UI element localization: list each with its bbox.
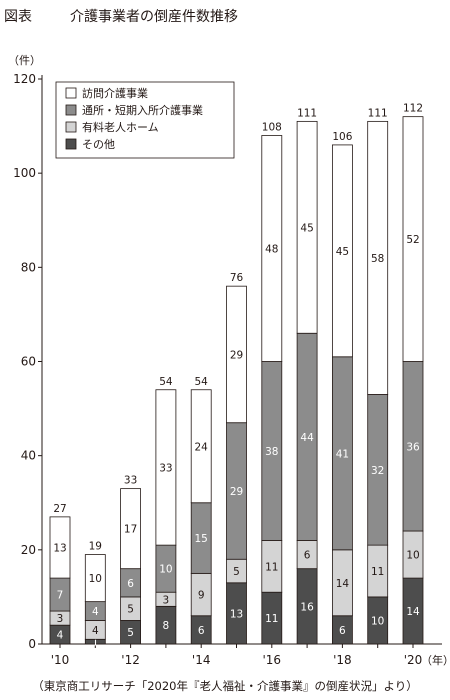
bar-segment-label: 13 — [230, 608, 243, 620]
legend-item-label: 有料老人ホーム — [82, 120, 159, 134]
bar-segment-label: 17 — [124, 524, 137, 536]
bar-segment — [84, 554, 106, 603]
legend-swatch — [65, 121, 77, 133]
bar-segment-label: 29 — [230, 349, 243, 361]
bar-total-label: 54 — [195, 376, 209, 388]
bar-segment-label: 6 — [339, 625, 346, 637]
bar-segment-label: 10 — [371, 615, 384, 627]
x-tick-label: '12 — [121, 653, 140, 667]
x-tick-label: '16 — [263, 653, 282, 667]
legend-swatch — [65, 138, 77, 150]
bar-segment-label: 15 — [195, 533, 208, 545]
bar-total-label: 111 — [368, 107, 388, 119]
x-tick-label: '20 — [404, 653, 423, 667]
bar-total-label: 27 — [53, 503, 66, 515]
bar-segment-label: 1 — [92, 637, 99, 649]
x-tick-label: '18 — [333, 653, 352, 667]
legend-item-label: 通所・短期入所介護事業 — [82, 103, 203, 117]
bar-segment — [261, 135, 283, 362]
y-tick-label: 60 — [21, 355, 36, 369]
bar-segment-label: 58 — [371, 253, 384, 265]
bar-segment-label: 29 — [230, 486, 243, 498]
bar-segment-label: 13 — [53, 542, 66, 554]
bar-segment-label: 3 — [57, 613, 64, 625]
bar-segment-label: 3 — [163, 594, 170, 606]
bars: 4371327144101955617338310335469152454135… — [49, 103, 424, 649]
bar-segment — [226, 285, 247, 424]
chart-title: 介護事業者の倒産件数推移 — [70, 9, 238, 25]
source-note: （東京商工リサーチ「2020年『老人福祉・介護事業』の倒産状況」より） — [32, 679, 418, 693]
legend-item-label: 訪問介護事業 — [82, 86, 148, 100]
bar-segment-label: 4 — [57, 630, 64, 642]
bar-segment-label: 44 — [300, 432, 314, 444]
figure-label: 図表 — [4, 9, 32, 25]
bar-segment-label: 5 — [127, 604, 134, 616]
bar-segment-label: 11 — [265, 561, 278, 573]
legend-box — [55, 81, 235, 159]
bar-segment — [49, 516, 71, 579]
y-axis-unit: （件） — [8, 54, 41, 67]
legend-item-label: その他 — [82, 138, 115, 151]
bar-segment-label: 5 — [233, 566, 240, 578]
legend-swatch — [65, 87, 77, 99]
bar-segment-label: 7 — [57, 590, 64, 602]
bar-segment — [331, 144, 353, 358]
bar-segment-label: 11 — [371, 566, 384, 578]
bar-segment-label: 41 — [336, 448, 349, 460]
y-tick-label: 80 — [21, 260, 36, 274]
bar-segment-label: 45 — [300, 222, 313, 234]
bar-segment-label: 16 — [300, 601, 314, 613]
bar-total-label: 33 — [124, 475, 137, 487]
bar-total-label: 54 — [159, 376, 173, 388]
bar-segment — [155, 389, 177, 546]
bar-segment-label: 6 — [127, 578, 134, 590]
bar-segment-label: 38 — [265, 446, 278, 458]
bar-segment-label: 6 — [198, 625, 205, 637]
y-tick-label: 40 — [21, 449, 36, 463]
y-tick-label: 0 — [28, 637, 36, 651]
bar-segment-label: 14 — [406, 606, 420, 618]
bar-segment-label: 32 — [371, 465, 384, 477]
bar-segment — [190, 389, 212, 504]
y-tick-label: 20 — [21, 543, 36, 557]
bar-segment — [367, 120, 389, 395]
bar-total-label: 19 — [89, 541, 102, 553]
y-tick-label: 120 — [13, 72, 36, 86]
bar-segment-label: 52 — [406, 234, 419, 246]
bar-total-label: 111 — [297, 107, 317, 119]
bar-segment-label: 10 — [159, 564, 172, 576]
bar-total-label: 108 — [262, 122, 282, 134]
bar-segment-label: 8 — [163, 620, 170, 632]
bar-segment-label: 10 — [406, 550, 419, 562]
bar-segment — [296, 120, 318, 334]
bar-segment-label: 9 — [198, 590, 205, 602]
bar-segment-label: 10 — [89, 573, 102, 585]
y-tick-label: 100 — [13, 166, 36, 180]
x-axis-unit: （年） — [421, 653, 450, 667]
bar-segment-label: 4 — [92, 625, 99, 637]
bar-total-label: 106 — [332, 131, 352, 143]
legend-swatch — [65, 104, 77, 116]
bar-segment-label: 14 — [336, 578, 350, 590]
bar-segment — [402, 116, 424, 362]
bar-segment-label: 48 — [265, 244, 278, 256]
bar-segment-label: 45 — [336, 246, 349, 258]
bar-segment-label: 36 — [406, 441, 420, 453]
bar-segment-label: 5 — [127, 627, 134, 639]
bar-segment — [120, 488, 141, 570]
bar-segment-label: 33 — [159, 462, 172, 474]
bar-segment-label: 6 — [304, 550, 311, 562]
bar-segment-label: 24 — [195, 441, 209, 453]
bar-total-label: 76 — [230, 272, 244, 284]
x-tick-label: '10 — [51, 653, 70, 667]
x-tick-label: '14 — [192, 653, 211, 667]
bar-segment-label: 11 — [265, 613, 278, 625]
bar-total-label: 112 — [403, 103, 423, 115]
bar-segment-label: 4 — [92, 606, 99, 618]
